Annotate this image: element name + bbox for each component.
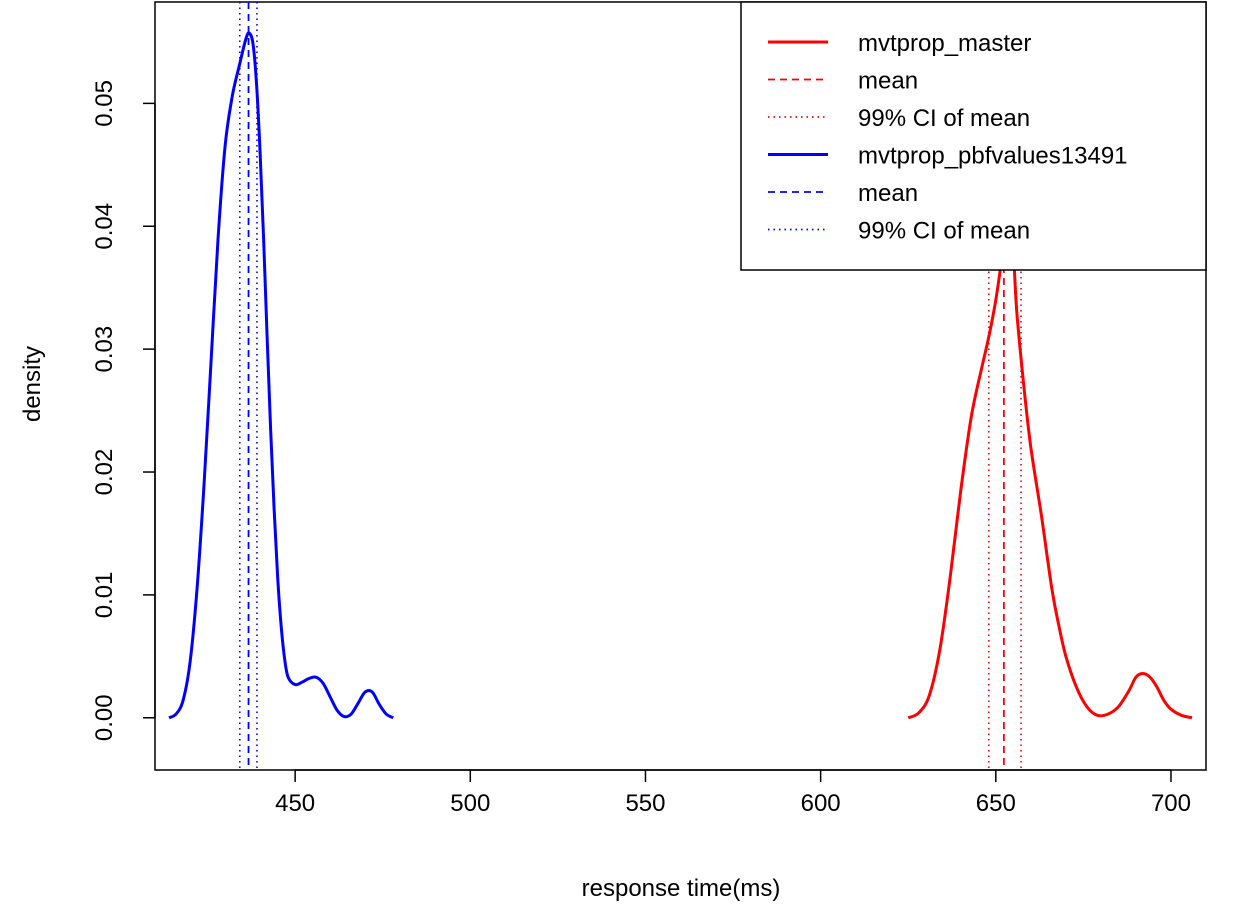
x-tick-label: 600 [801,790,841,817]
x-tick-label: 700 [1151,790,1191,817]
x-axis-title: response time(ms) [582,875,781,902]
density-curve-pbf [168,31,394,720]
legend-box [740,1,1207,271]
x-tick-label: 650 [976,790,1016,817]
y-tick-label: 0.03 [91,326,118,373]
y-tick-label: 0.04 [91,203,118,250]
y-tick-label: 0.05 [91,80,118,127]
legend-label: 99% CI of mean [858,218,1030,245]
legend-label: 99% CI of mean [858,105,1030,132]
legend-label: mvtprop_pbfvalues13491 [858,143,1128,170]
x-axis: 450 500 550 600 650 700 [275,769,1191,817]
legend-label: mean [858,180,918,207]
y-tick-label: 0.01 [91,572,118,619]
y-axis: 0.00 0.01 0.02 0.03 0.04 0.05 [91,80,156,741]
legend-label: mvtprop_master [858,30,1031,57]
y-tick-label: 0.02 [91,449,118,496]
legend-label: mean [858,68,918,95]
density-curve-master [907,214,1193,720]
y-axis-title: density [19,346,46,422]
x-tick-label: 500 [450,790,490,817]
x-tick-label: 450 [275,790,315,817]
x-tick-label: 550 [625,790,665,817]
y-tick-label: 0.00 [91,694,118,741]
